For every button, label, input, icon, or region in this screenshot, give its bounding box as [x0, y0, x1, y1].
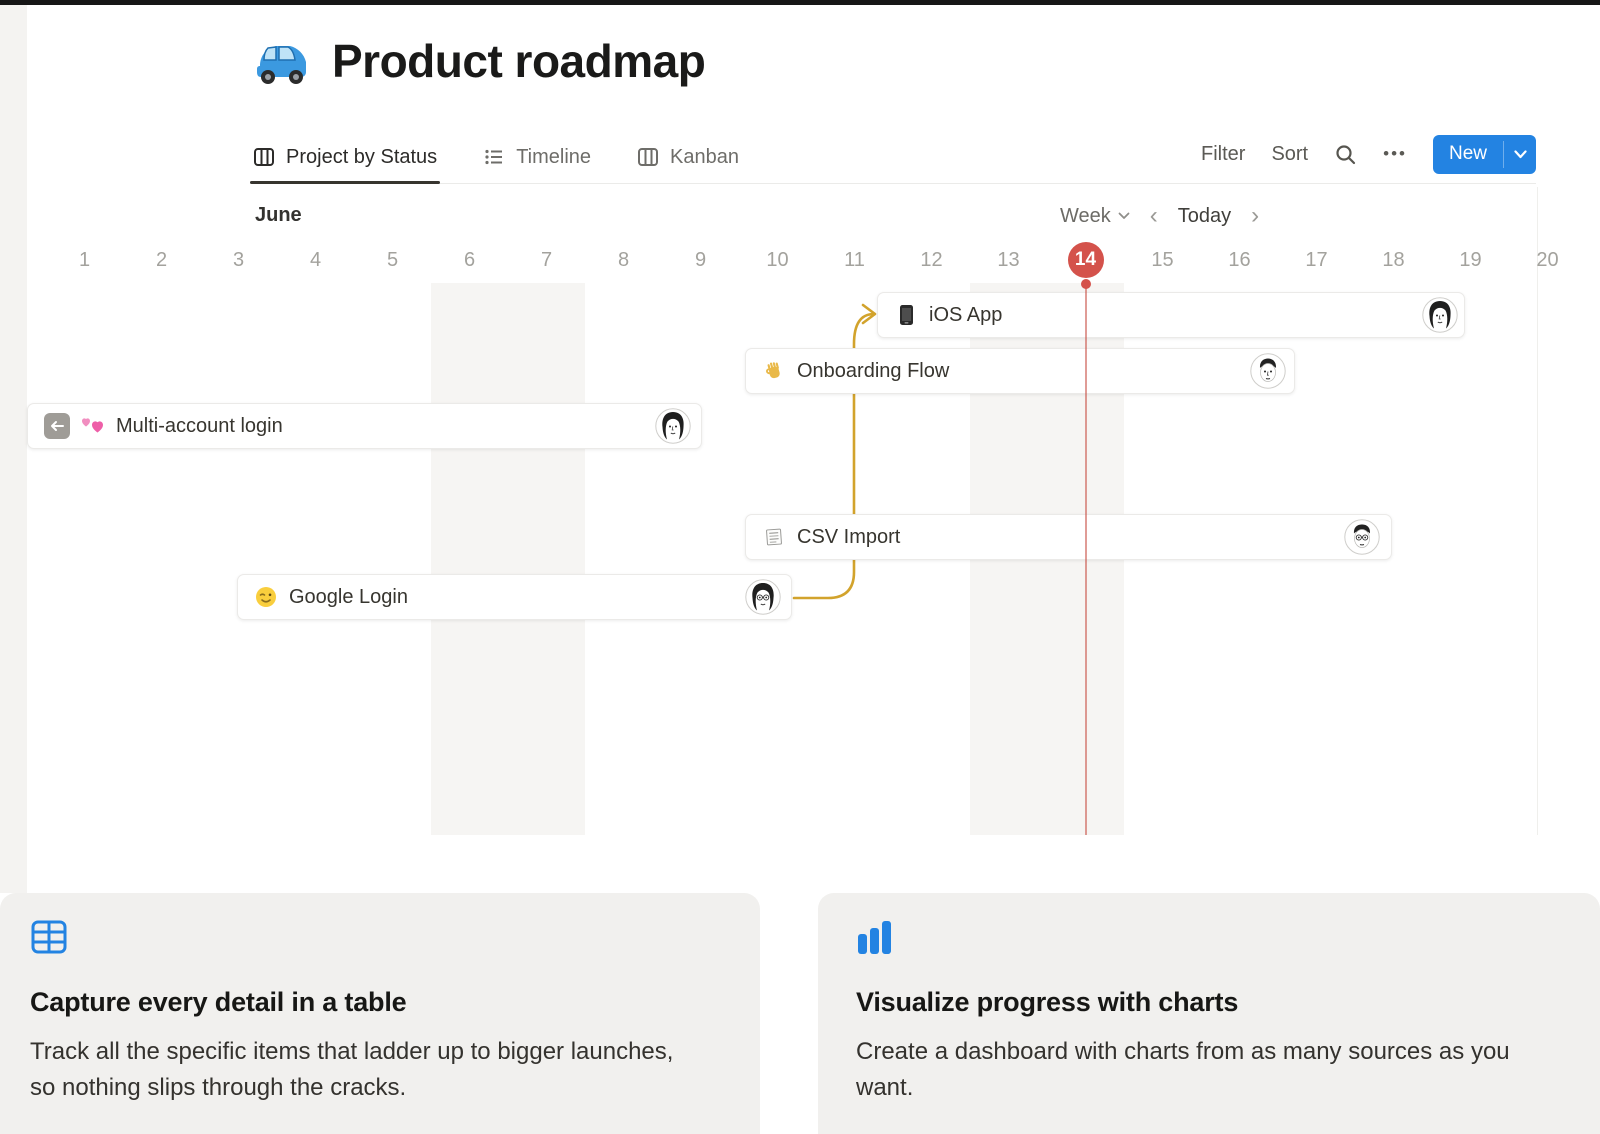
timeline-item-google-login[interactable]: Google Login: [237, 574, 792, 620]
day-label: 5: [386, 248, 399, 271]
day-label: 2: [155, 248, 168, 271]
table-icon: [31, 920, 67, 954]
woman-avatar: [655, 408, 691, 444]
active-tab-underline: [250, 181, 441, 184]
day-label: 10: [766, 248, 789, 271]
search-icon[interactable]: [1334, 143, 1357, 166]
feature-card-title: Capture every detail in a table: [30, 987, 407, 1017]
day-label: 4: [309, 248, 322, 271]
zoom-level-dropdown[interactable]: Week: [1060, 205, 1130, 228]
timeline-item-label: Onboarding Flow: [797, 359, 950, 382]
woman-avatar: [1422, 297, 1458, 333]
tab-timeline[interactable]: Timeline: [483, 131, 591, 183]
today-vertical-line: [1085, 284, 1087, 835]
prev-period-button[interactable]: ‹: [1149, 202, 1158, 229]
view-toolbar: Filter Sort ••• New: [960, 131, 1536, 177]
man-glasses-avatar: [1344, 519, 1380, 555]
feature-card-charts: Visualize progress with charts Create a …: [818, 893, 1600, 1134]
new-button[interactable]: New: [1432, 134, 1536, 174]
timeline-item-onboarding-flow[interactable]: Onboarding Flow: [745, 348, 1295, 394]
tab-label: Kanban: [670, 145, 739, 168]
tab-label: Project by Status: [286, 145, 438, 168]
zoom-level-value: Week: [1060, 204, 1111, 227]
day-label: 16: [1228, 248, 1251, 271]
view-tabs: Project by Status Timeline Kanban: [250, 131, 1536, 184]
new-button-split: [1503, 140, 1504, 168]
timeline-item-label: CSV Import: [797, 525, 901, 548]
day-label: 3: [232, 248, 245, 271]
timeline-item-multi-account-login[interactable]: Multi-account login: [27, 403, 702, 449]
bar-chart-icon: [858, 921, 891, 954]
timeline-item-label: Google Login: [289, 585, 408, 608]
new-button-label[interactable]: New: [1448, 143, 1487, 164]
content-right-divider: [1537, 187, 1538, 835]
scroll-left-to-start-button[interactable]: [44, 413, 70, 439]
day-label: 15: [1151, 248, 1174, 271]
timeline-item-csv-import[interactable]: CSV Import: [745, 514, 1392, 560]
timeline-canvas[interactable]: iOS App Onboarding Flow: [0, 283, 1600, 835]
day-label: 1: [78, 248, 91, 271]
chevron-down-icon: [1513, 149, 1527, 158]
waving-hand-emoji: [762, 359, 786, 383]
today-button[interactable]: Today: [1177, 204, 1232, 227]
sort-button[interactable]: Sort: [1271, 142, 1309, 165]
feature-card-title: Visualize progress with charts: [856, 987, 1239, 1017]
board-view-icon: [254, 148, 274, 166]
day-label: 7: [540, 248, 553, 271]
filter-button[interactable]: Filter: [1200, 142, 1246, 165]
document-emoji: [762, 525, 786, 549]
tab-project-by-status[interactable]: Project by Status: [250, 131, 441, 184]
day-label: 6: [463, 248, 476, 271]
tab-label: Timeline: [516, 145, 592, 168]
new-dropdown-button[interactable]: [1504, 135, 1536, 174]
timeline-item-label: iOS App: [929, 303, 1003, 326]
weekend-shading: [431, 283, 585, 835]
mobile-phone-emoji: [894, 303, 918, 327]
timeline-item-ios-app[interactable]: iOS App: [877, 292, 1465, 338]
window-top-edge: [0, 0, 1600, 5]
feature-card-table: Capture every detail in a table Track al…: [0, 893, 760, 1134]
day-label: 9: [694, 248, 707, 271]
timeline-view-icon: [485, 149, 503, 165]
two-hearts-emoji: [81, 414, 105, 438]
month-label: June: [255, 204, 302, 226]
day-label: 19: [1459, 248, 1482, 271]
tab-kanban[interactable]: Kanban: [637, 131, 739, 183]
date-header-row: 1 2 3 4 5 6 7 8 9 10 11 12 13 14 15 16 1…: [46, 242, 1586, 278]
feature-card-body: Create a dashboard with charts from as m…: [856, 1038, 1510, 1101]
more-options-button[interactable]: •••: [1383, 144, 1407, 163]
left-margin-strip: [0, 5, 27, 893]
timeline-item-label: Multi-account login: [116, 414, 283, 437]
next-period-button[interactable]: ›: [1251, 202, 1260, 229]
day-label: 13: [997, 248, 1020, 271]
timeline-navigation: Week ‹ Today ›: [1060, 201, 1330, 231]
board-view-icon: [638, 148, 659, 166]
today-date-badge: 14: [1067, 242, 1104, 278]
day-label: 12: [920, 248, 943, 271]
day-label: 11: [844, 248, 865, 271]
woman-glasses-avatar: [745, 579, 781, 615]
page-title: Product roadmap: [332, 35, 706, 87]
arrow-left-icon: [51, 421, 64, 431]
today-day-cell: 14: [1047, 242, 1124, 278]
man-avatar: [1250, 353, 1286, 389]
winking-face-emoji: [254, 585, 278, 609]
chevron-down-icon: [1118, 212, 1130, 219]
blue-car-emoji: [257, 46, 306, 84]
day-label: 18: [1382, 248, 1405, 271]
day-label: 20: [1536, 248, 1559, 271]
day-label: 17: [1305, 248, 1328, 271]
page-header: Product roadmap: [252, 26, 706, 96]
tabs-divider: [253, 183, 1536, 184]
today-marker-dot: [1081, 279, 1091, 289]
feature-card-body: Track all the specific items that ladder…: [30, 1038, 674, 1101]
day-label: 8: [617, 248, 630, 271]
